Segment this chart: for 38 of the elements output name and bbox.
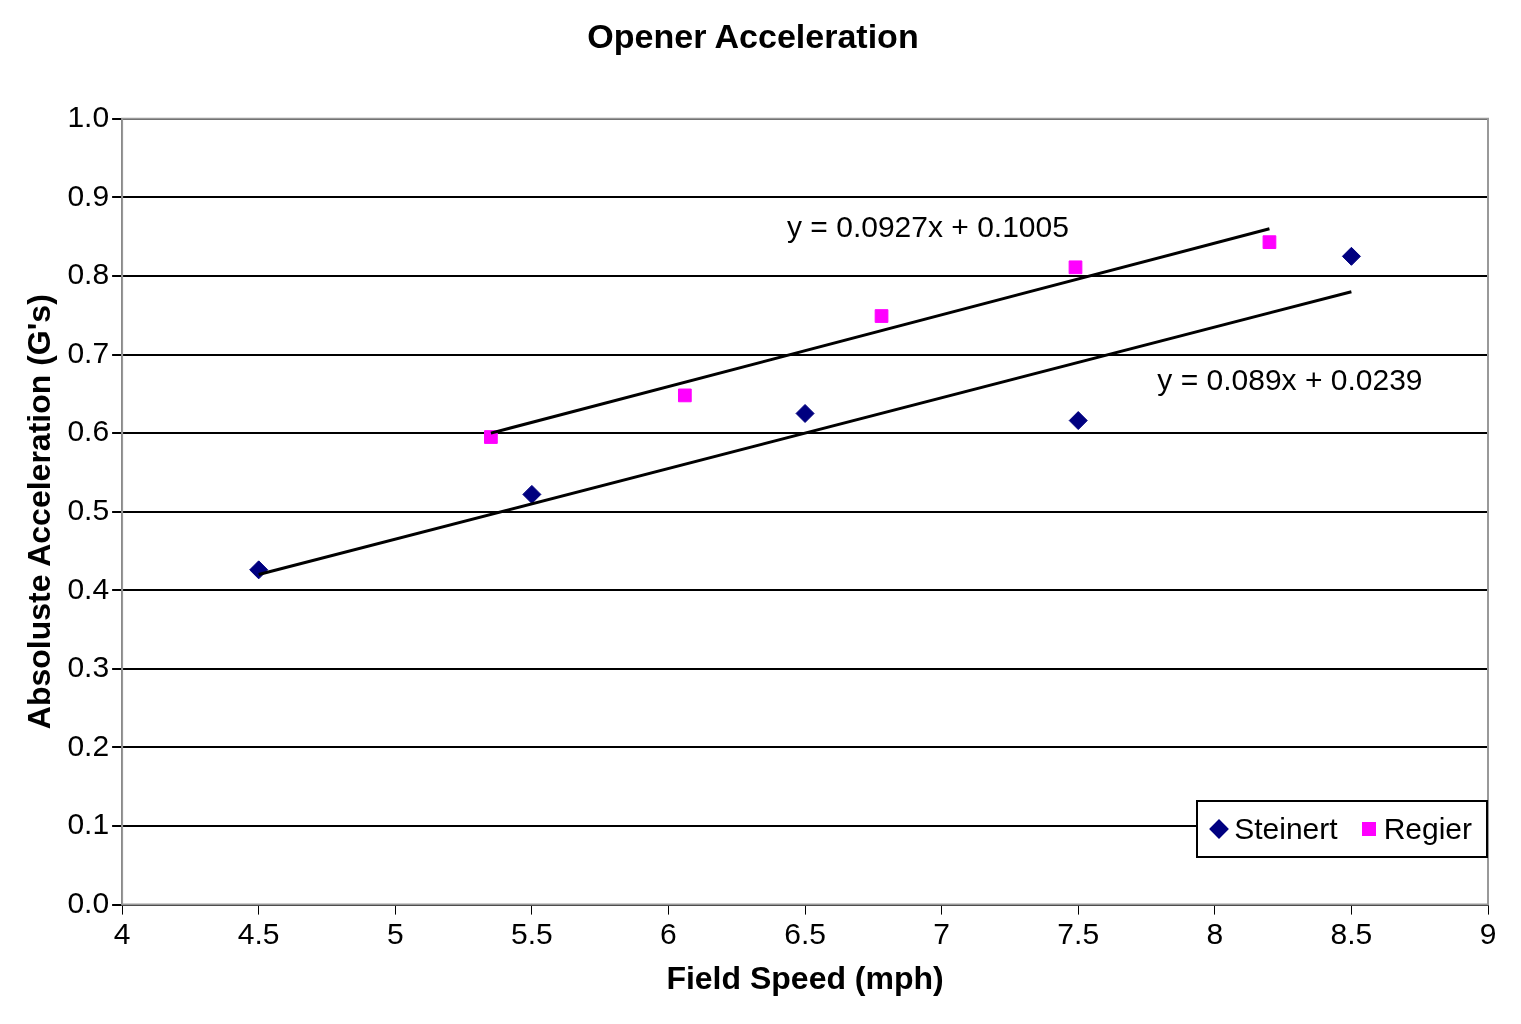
x-tick-label: 8.5 xyxy=(1330,916,1373,950)
y-axis-title: Absoluste Acceleration (G's) xyxy=(21,294,58,730)
x-tick-label: 4.5 xyxy=(237,916,280,950)
y-tick-label: 1.0 xyxy=(67,100,110,134)
x-tick-label: 7 xyxy=(933,916,950,950)
y-tick-label: 0.0 xyxy=(67,885,110,919)
point xyxy=(522,484,542,504)
point xyxy=(795,403,815,423)
point xyxy=(677,388,692,403)
point xyxy=(1068,411,1088,431)
legend-label: Steinert xyxy=(1233,812,1338,846)
x-tick-label: 5 xyxy=(386,916,404,950)
y-tick-label: 0.2 xyxy=(67,728,110,762)
point xyxy=(1262,235,1277,250)
x-tick-label: 4 xyxy=(113,916,131,950)
y-tick-label: 0.4 xyxy=(67,571,110,605)
y-tick-label: 0.9 xyxy=(67,178,110,212)
y-tick-label: 0.3 xyxy=(67,650,110,684)
point xyxy=(1341,246,1361,266)
point xyxy=(484,430,498,444)
legend-label: Regier xyxy=(1382,812,1472,846)
point xyxy=(874,309,889,323)
x-axis-title: Field Speed (mph) xyxy=(666,959,944,996)
x-tick-label: 6.5 xyxy=(784,916,826,950)
y-tick-label: 0.1 xyxy=(67,807,110,841)
x-tick-label: 8 xyxy=(1206,916,1224,950)
x-tick-label: 9 xyxy=(1479,916,1497,950)
x-tick-label: 7.5 xyxy=(1057,916,1100,950)
y-tick-label: 0.7 xyxy=(67,335,110,369)
annotation: y = 0.0927x + 0.1005 xyxy=(787,210,1069,244)
y-tick-label: 0.5 xyxy=(67,492,110,526)
chart-title: Opener Acceleration xyxy=(587,16,919,55)
x-tick-label: 5.5 xyxy=(511,916,553,950)
y-tick-label: 0.6 xyxy=(67,414,110,448)
x-tick-label: 6 xyxy=(660,916,677,950)
annotation: y = 0.089x + 0.0239 xyxy=(1157,363,1423,397)
y-tick-label: 0.8 xyxy=(67,257,110,291)
point xyxy=(1068,260,1083,275)
